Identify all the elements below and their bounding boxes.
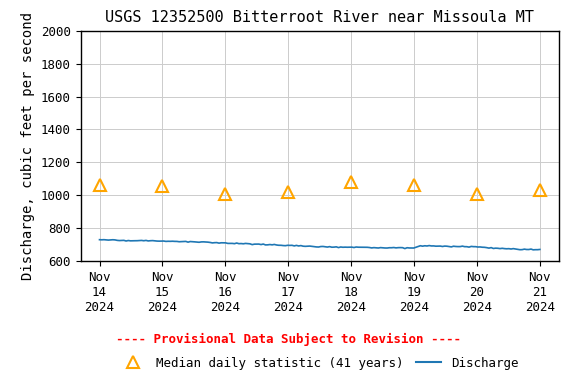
- Y-axis label: Discharge, cubic feet per second: Discharge, cubic feet per second: [21, 12, 35, 280]
- Text: ---- Provisional Data Subject to Revision ----: ---- Provisional Data Subject to Revisio…: [116, 333, 460, 346]
- Title: USGS 12352500 Bitterroot River near Missoula MT: USGS 12352500 Bitterroot River near Miss…: [105, 10, 534, 25]
- Legend: Median daily statistic (41 years), Discharge: Median daily statistic (41 years), Disch…: [116, 352, 524, 375]
